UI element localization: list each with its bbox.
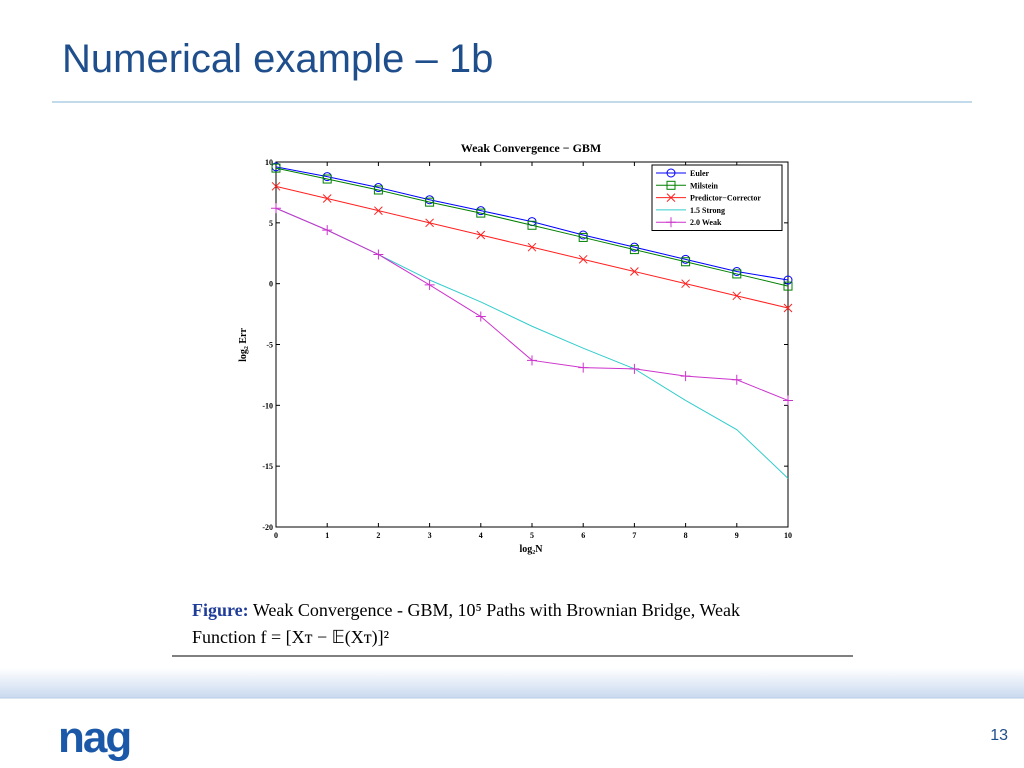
x-tick-label: 0 <box>274 531 278 540</box>
page-number: 13 <box>990 727 1008 744</box>
legend-label: 2.0 Weak <box>690 218 722 227</box>
y-tick-label: -20 <box>262 523 273 532</box>
marker <box>783 303 793 313</box>
x-tick-label: 2 <box>376 531 380 540</box>
marker <box>578 232 588 242</box>
marker <box>578 254 588 264</box>
marker <box>732 269 742 279</box>
marker <box>271 181 281 191</box>
marker <box>475 311 486 322</box>
marker <box>681 257 691 267</box>
x-tick-label: 9 <box>735 531 739 540</box>
y-tick-label: -15 <box>262 462 273 471</box>
x-tick-label: 3 <box>428 531 432 540</box>
y-axis-label: log₂ Err <box>238 328 249 362</box>
legend-marker <box>666 217 676 228</box>
marker <box>271 163 281 173</box>
x-tick-label: 6 <box>581 531 585 540</box>
marker <box>527 242 537 252</box>
x-tick-label: 7 <box>632 531 636 540</box>
marker <box>527 220 537 230</box>
legend-marker <box>666 180 676 190</box>
marker <box>527 355 537 366</box>
marker <box>783 395 793 406</box>
marker <box>732 291 742 301</box>
marker <box>731 374 742 385</box>
marker <box>373 249 384 260</box>
y-tick-label: -10 <box>262 401 273 410</box>
marker <box>681 279 690 289</box>
marker <box>322 174 332 184</box>
marker <box>374 206 383 216</box>
logo: nag <box>58 713 130 762</box>
x-tick-label: 1 <box>325 531 329 540</box>
marker <box>322 225 333 236</box>
legend-label: Milstein <box>690 181 719 190</box>
marker <box>373 185 383 195</box>
legend-label: Euler <box>690 169 710 178</box>
series-line <box>275 167 789 287</box>
legend-marker <box>666 193 676 202</box>
slide-title: Numerical example – 1b <box>62 37 493 81</box>
marker <box>783 275 793 285</box>
legend: Euler Milstein Predictor−Corrector 1.5 Stro… <box>651 164 783 231</box>
y-tick-label: 5 <box>269 219 273 228</box>
marker <box>630 267 639 276</box>
marker <box>424 279 435 290</box>
marker <box>271 203 281 214</box>
marker <box>680 371 691 382</box>
caption-text: Weak Convergence - GBM, 10⁵ Paths with B… <box>253 600 740 620</box>
marker <box>322 194 332 203</box>
marker <box>629 363 640 374</box>
legend-marker <box>666 168 676 178</box>
chart-title: Weak Convergence − GBM <box>461 141 601 155</box>
caption-line2: Function f = [Xᴛ − 𝔼(Xᴛ)]² <box>192 627 389 648</box>
x-tick-label: 8 <box>684 531 688 540</box>
marker <box>425 218 434 228</box>
x-tick-label: 5 <box>530 531 534 540</box>
marker <box>578 362 589 373</box>
marker <box>476 230 486 240</box>
x-tick-label: 4 <box>479 531 483 540</box>
marker <box>476 208 486 218</box>
plot: -20 -15 -10 -5 0 5 10 0 1 2 3 4 5 6 7 8 9 10 Euler Milstein… <box>262 158 793 540</box>
y-tick-label: -5 <box>266 341 273 350</box>
y-tick-label: 10 <box>265 158 273 167</box>
marker <box>425 197 435 207</box>
marker <box>629 245 639 255</box>
marker <box>783 281 793 291</box>
x-axis-label: log₂N <box>520 544 544 555</box>
y-tick-label: 0 <box>269 280 273 289</box>
caption-line1: Figure: Weak Convergence - GBM, 10⁵ Path… <box>192 600 740 620</box>
caption-label: Figure: <box>192 600 249 620</box>
footer-band <box>0 668 1024 698</box>
legend-label: Predictor−Corrector <box>690 194 761 203</box>
x-tick-label: 10 <box>784 531 792 540</box>
legend-label: 1.5 Strong <box>690 206 725 215</box>
